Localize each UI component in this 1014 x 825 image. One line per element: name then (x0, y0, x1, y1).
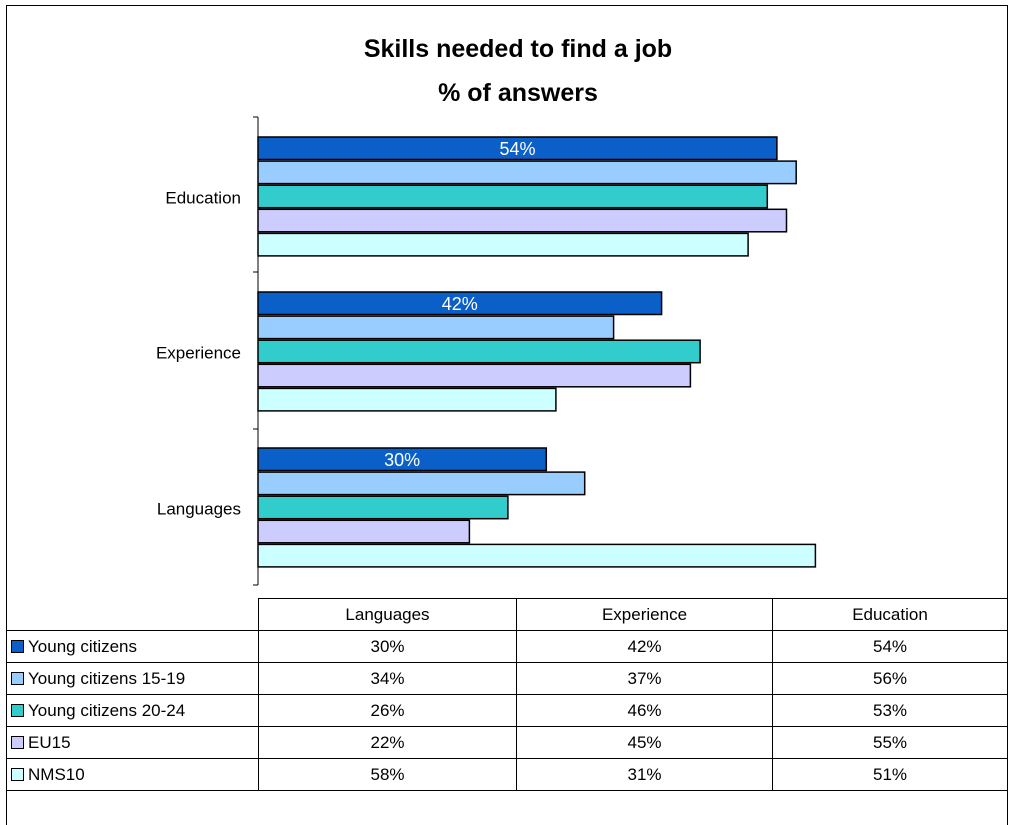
table-row: EU15 22% 45% 55% (6, 726, 1008, 759)
table-row: Young citizens 15-19 34% 37% 56% (6, 662, 1008, 695)
bar-languages-series-1 (257, 447, 548, 472)
legend-label: Young citizens 20-24 (28, 700, 186, 720)
table-cell: 46% (516, 694, 773, 727)
bar-languages-series-2 (257, 471, 586, 496)
bar-languages-series-3 (257, 495, 509, 520)
legend-entry-young-citizens: Young citizens (6, 630, 259, 663)
data-table: Languages Experience Education Young cit… (6, 598, 1008, 791)
table-cell: 54% (772, 630, 1008, 663)
chart-title-line-2: % of answers (438, 79, 598, 107)
bar-languages-series-5 (257, 543, 817, 568)
category-label-languages: Languages (157, 499, 241, 518)
table-cell: 56% (772, 662, 1008, 695)
table-cell: 55% (772, 726, 1008, 759)
legend-label: Young citizens 15-19 (28, 668, 186, 688)
bar-education-series-4 (257, 208, 788, 233)
table-cell: 42% (516, 630, 773, 663)
column-header-experience: Experience (516, 598, 773, 631)
legend-swatch (11, 767, 24, 781)
table-row: Young citizens 30% 42% 54% (6, 630, 1008, 663)
legend-swatch (11, 703, 24, 717)
table-cell: 34% (258, 662, 517, 695)
legend-label: EU15 (28, 732, 71, 752)
bar-education-series-1 (257, 136, 778, 161)
bar-languages-series-4 (257, 519, 471, 544)
column-header-languages: Languages (258, 598, 517, 631)
category-label-experience: Experience (156, 343, 241, 362)
table-cell: 22% (258, 726, 517, 759)
table-row: NMS10 58% 31% 51% (6, 758, 1008, 791)
category-label-education: Education (165, 188, 241, 207)
table-row: Young citizens 20-24 26% 46% 53% (6, 694, 1008, 727)
legend-label: NMS10 (28, 764, 85, 784)
legend-entry-nms10: NMS10 (6, 758, 259, 791)
chart-title-line-1: Skills needed to find a job (364, 35, 672, 63)
table-cell: 31% (516, 758, 773, 791)
table-cell: 30% (258, 630, 517, 663)
bar-experience-series-4 (257, 363, 692, 388)
column-header-education: Education (772, 598, 1008, 631)
table-cell: 53% (772, 694, 1008, 727)
legend-label: Young citizens (28, 636, 138, 656)
bar-education-series-3 (257, 184, 769, 209)
bar-experience-series-5 (257, 387, 557, 412)
legend-swatch (11, 671, 24, 685)
table-cell: 58% (258, 758, 517, 791)
bar-education-series-2 (257, 160, 797, 185)
bar-experience-series-1 (257, 291, 663, 316)
table-header-row: Languages Experience Education (6, 598, 1008, 631)
data-label: 30% (384, 450, 420, 470)
legend-entry-young-citizens-20-24: Young citizens 20-24 (6, 694, 259, 727)
table-cell: 26% (258, 694, 517, 727)
legend-swatch (11, 735, 24, 749)
legend-entry-young-citizens-15-19: Young citizens 15-19 (6, 662, 259, 695)
bar-chart: Skills needed to find a job % of answers… (156, 35, 817, 586)
table-cell: 51% (772, 758, 1008, 791)
legend-swatch (11, 639, 24, 653)
data-label: 54% (499, 139, 535, 159)
table-corner-cell (6, 598, 259, 631)
data-label: 42% (442, 294, 478, 314)
bar-experience-series-3 (257, 339, 701, 364)
bar-experience-series-2 (257, 315, 615, 340)
bar-education-series-5 (257, 232, 749, 257)
table-cell: 37% (516, 662, 773, 695)
table-cell: 45% (516, 726, 773, 759)
legend-entry-eu15: EU15 (6, 726, 259, 759)
